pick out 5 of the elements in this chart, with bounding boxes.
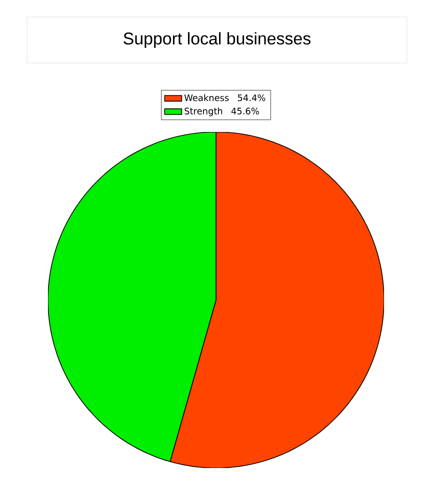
legend-label: Weakness — [184, 94, 229, 102]
chart-title: Support local businesses — [124, 32, 310, 48]
data-label: 54.4% — [238, 94, 266, 102]
legend-label: Strength — [184, 108, 222, 116]
data-label: 45.6% — [231, 108, 259, 114]
